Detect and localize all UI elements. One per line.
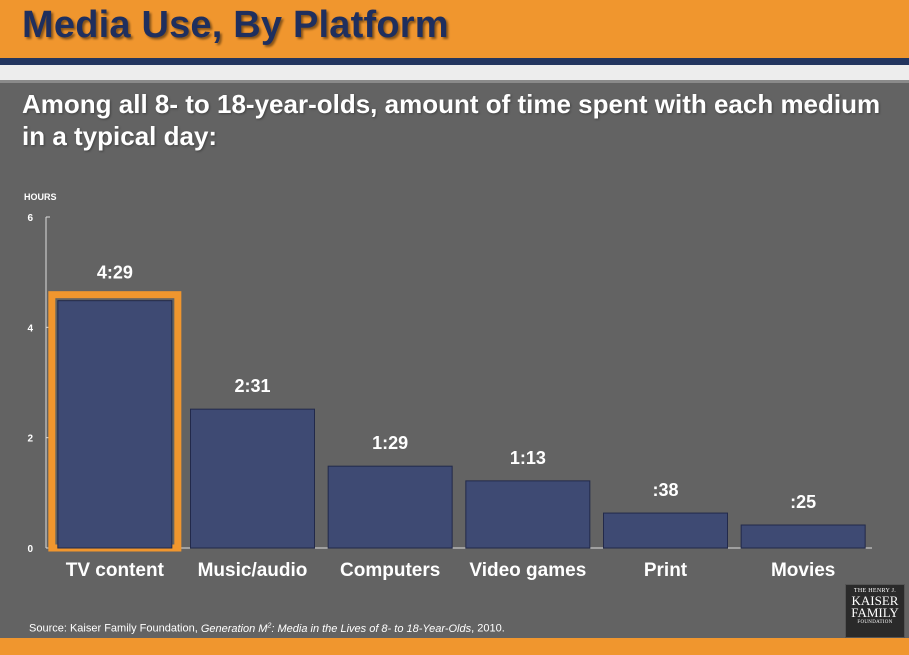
slide-subtitle: Among all 8- to 18-year-olds, amount of … [22,89,881,151]
footer-stripe [0,638,909,655]
data-label: 1:29 [372,433,408,453]
title-banner: Media Use, By Platform [0,0,909,58]
data-label: :38 [652,480,678,500]
data-label: 1:13 [510,448,546,468]
source-note: Source: Kaiser Family Foundation, Genera… [29,622,505,635]
category-label: Movies [771,560,835,581]
category-label: TV content [66,560,165,581]
source-title-rest: : Media in the Lives of 8- to 18-Year-Ol… [271,622,472,635]
logo-line-3: FAMILY [851,605,899,620]
source-suffix: , 2010. [471,622,505,635]
source-title-main: Generation M [200,622,268,635]
source-prefix: Source: Kaiser Family Foundation, [29,622,201,635]
y-axis-title: HOURS [24,192,57,202]
source-title-superscript: 2 [267,622,272,629]
bar-computers [327,465,453,549]
bar-print [603,512,728,549]
bar-video-games [465,480,591,549]
y-tick-label: 4 [27,323,33,334]
bar-music-audio [190,408,315,549]
slide-title: Media Use, By Platform [22,4,449,46]
data-label: 2:31 [234,376,270,396]
category-label: Video games [469,560,586,581]
data-label: :25 [790,492,816,512]
category-label: Music/audio [198,560,308,581]
kaiser-logo: THE HENRY J. KAISER FAMILY FOUNDATION [845,584,905,638]
source-title: Generation M2: Media in the Lives of 8- … [200,622,472,635]
y-tick-label: 6 [27,213,33,224]
logo-line-1: THE HENRY J. [853,588,897,594]
data-label: 4:29 [97,263,133,283]
header-stripe-navy [0,58,909,65]
category-label: Print [644,560,688,581]
logo-line-4: FOUNDATION [857,620,893,625]
bar-tv-content [57,300,173,549]
header-stripe-white [0,65,909,80]
category-label: Computers [340,560,440,581]
header-stripe-grey [0,80,909,83]
logo-line-2: KAISER [851,593,899,608]
bar-movies [740,524,866,549]
y-tick-label: 2 [27,434,33,445]
y-tick-label: 0 [27,544,33,555]
